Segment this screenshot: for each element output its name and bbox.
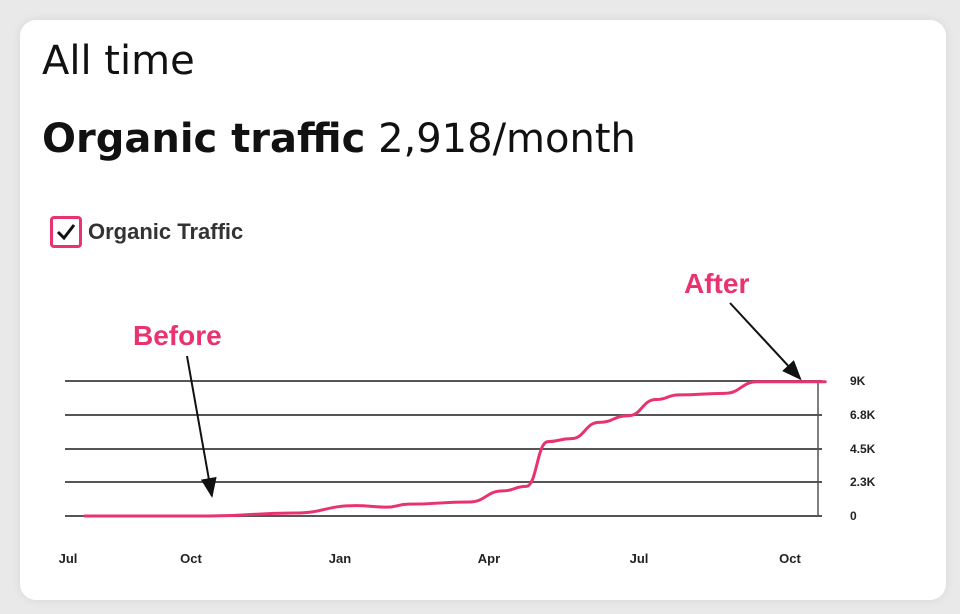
metric-label: Organic traffic [42,116,366,162]
check-icon [56,224,76,241]
x-tick-label: Apr [478,551,500,566]
x-tick-label: Jul [59,551,78,566]
legend-label: Organic Traffic [88,219,244,244]
y-tick-label: 9K [850,374,866,388]
y-tick-label: 2.3K [850,475,876,489]
metric-value: 2,918/month [378,116,636,162]
traffic-card [20,20,946,600]
x-tick-label: Oct [779,551,801,566]
y-tick-label: 6.8K [850,408,876,422]
y-tick-label: 4.5K [850,442,876,456]
metric-headline: Organic traffic 2,918/month [42,116,636,162]
series-line-organic-traffic [83,380,827,518]
y-tick-label: 0 [850,509,857,523]
x-tick-label: Jul [630,551,649,566]
period-label: All time [42,38,195,84]
legend-checkbox[interactable] [50,216,82,248]
before-arrow [186,355,217,498]
x-tick-label: Oct [180,551,202,566]
after-arrow [729,302,802,381]
x-tick-label: Jan [329,551,351,566]
annotation-before: Before [133,320,222,351]
legend: Organic Traffic [50,216,243,248]
annotation-after: After [684,268,749,299]
